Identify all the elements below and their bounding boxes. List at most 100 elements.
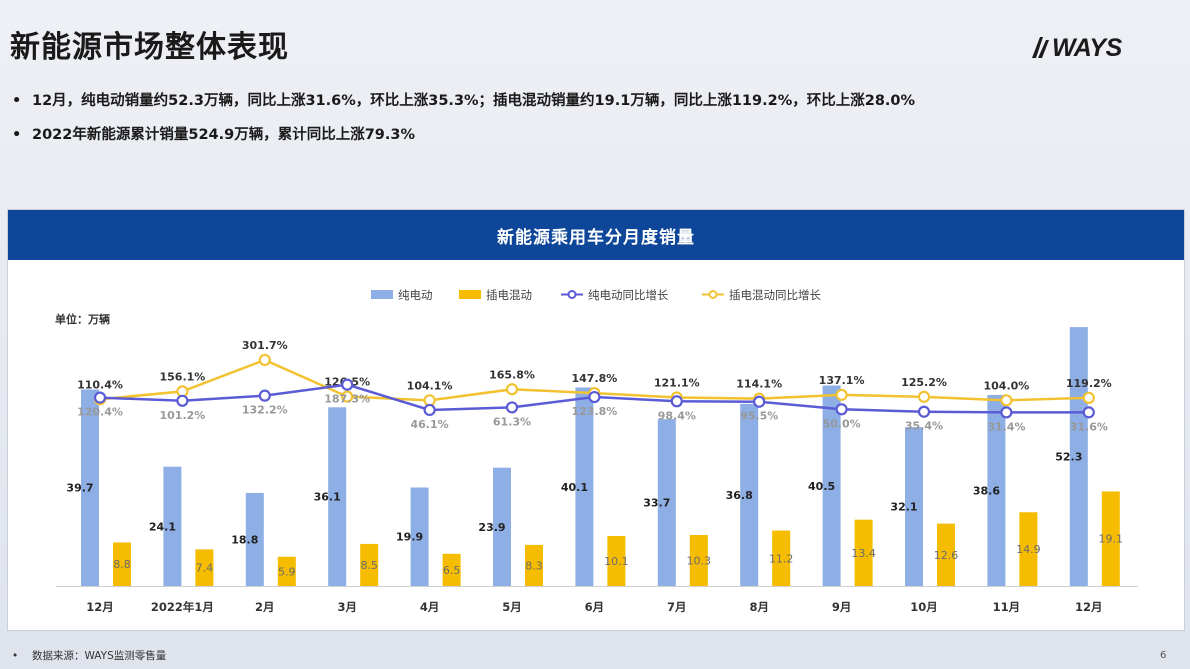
x-tick-label: 12月 xyxy=(86,600,114,614)
bev-growth-data-label: 61.3% xyxy=(493,415,531,428)
bev-growth-point xyxy=(1000,406,1013,419)
phev-growth-point xyxy=(341,390,354,403)
bev-growth-data-label: 50.0% xyxy=(823,417,861,430)
ways-logo: WAYS xyxy=(1028,30,1138,66)
bev-growth-data-label: 132.2% xyxy=(242,404,288,417)
phev-growth-point xyxy=(505,383,519,396)
phev-growth-data-label: 147.8% xyxy=(571,372,617,385)
phev-growth-point xyxy=(1000,394,1013,407)
phev-bar xyxy=(854,519,873,586)
bev-growth-data-label: 101.2% xyxy=(159,409,205,422)
chart-panel: 新能源乘用车分月度销量 单位：万辆 纯电动 插电混动 纯电动同比增长 插电混动同比增长 3… xyxy=(7,209,1185,631)
bev-growth-point xyxy=(753,395,766,408)
phev-growth-point xyxy=(917,390,931,403)
bev-growth-point xyxy=(423,403,436,417)
phev-bar xyxy=(360,543,379,586)
bev-growth-point xyxy=(505,401,519,414)
x-tick-label: 8月 xyxy=(749,600,769,614)
phev-growth-point xyxy=(423,394,436,407)
x-tick-label: 10月 xyxy=(910,600,938,614)
x-tick-label: 9月 xyxy=(832,600,852,614)
phev-growth-data-label: 301.7% xyxy=(242,339,288,352)
legend-marker xyxy=(567,290,577,299)
bev-bar xyxy=(740,403,759,586)
legend-marker xyxy=(708,290,718,299)
phev-data-label: 5.9 xyxy=(278,565,296,578)
phev-data-label: 19.1 xyxy=(1099,533,1124,546)
bev-data-label: 33.7 xyxy=(643,497,670,510)
bev-growth-data-label: 35.4% xyxy=(905,420,943,433)
bev-bar xyxy=(987,394,1006,586)
phev-data-label: 6.5 xyxy=(443,564,461,577)
monthly-sales-chart: 单位：万辆 纯电动 插电混动 纯电动同比增长 插电混动同比增长 39.7 8.8 12月 24.… xyxy=(55,288,1138,614)
ways-logo-icon xyxy=(1032,37,1049,58)
bev-data-label: 18.8 xyxy=(231,533,258,546)
bev-growth-point xyxy=(670,395,683,408)
bev-growth-point xyxy=(258,389,271,402)
summary-bullet: 2022年新能源累计销量524.9万辆，累计同比上涨79.3% xyxy=(12,118,915,152)
bev-data-label: 36.8 xyxy=(726,489,753,502)
bev-growth-data-label: 46.1% xyxy=(411,418,449,431)
unit-label: 单位：万辆 xyxy=(55,312,110,326)
phev-growth-data-label: 104.0% xyxy=(983,379,1029,392)
x-tick-label: 2022年1月 xyxy=(151,600,214,614)
bev-growth-data-label: 120.4% xyxy=(77,406,123,419)
phev-data-label: 8.5 xyxy=(360,559,378,572)
legend-entry: 插电混动同比增长 xyxy=(729,288,821,302)
phev-bar xyxy=(525,544,543,586)
phev-data-label: 8.3 xyxy=(525,559,543,572)
phev-data-label: 7.4 xyxy=(196,562,214,575)
bev-bar xyxy=(493,467,511,586)
bev-data-label: 40.5 xyxy=(808,480,835,493)
x-tick-label: 5月 xyxy=(502,600,522,614)
legend-swatch xyxy=(459,290,481,299)
phev-growth-data-label: 104.1% xyxy=(407,379,453,392)
phev-data-label: 13.4 xyxy=(851,547,876,560)
bev-data-label: 40.1 xyxy=(561,481,588,494)
phev-bar xyxy=(277,556,296,586)
summary-bullet: 12月，纯电动销量约52.3万辆，同比上涨31.6%，环比上涨35.3%；插电混… xyxy=(12,84,915,118)
phev-data-label: 11.2 xyxy=(769,552,794,565)
summary-bullets: 12月，纯电动销量约52.3万辆，同比上涨31.6%，环比上涨35.3%；插电混… xyxy=(12,84,915,152)
bev-growth-data-label: 31.4% xyxy=(987,420,1025,433)
legend-swatch xyxy=(371,290,393,299)
phev-bar xyxy=(607,536,626,586)
phev-bar xyxy=(442,553,461,586)
phev-growth-data-label: 110.4% xyxy=(77,378,123,391)
x-tick-label: 12月 xyxy=(1075,600,1103,614)
phev-bar xyxy=(689,535,708,586)
phev-growth-data-label: 156.1% xyxy=(159,370,205,383)
phev-bar xyxy=(113,542,131,586)
page-number: 6 xyxy=(1160,650,1167,661)
phev-data-label: 10.1 xyxy=(604,555,629,568)
bev-bar xyxy=(410,487,429,586)
phev-data-label: 8.8 xyxy=(113,558,131,571)
x-tick-label: 4月 xyxy=(420,600,440,614)
bev-growth-point xyxy=(835,403,848,416)
data-source: 数据来源：WAYS监测零售量 xyxy=(12,648,166,663)
bev-growth-point xyxy=(341,378,354,391)
bev-bar xyxy=(163,466,182,586)
bev-data-label: 32.1 xyxy=(890,501,917,514)
phev-data-label: 14.9 xyxy=(1016,543,1041,556)
bev-data-label: 24.1 xyxy=(149,520,176,533)
phev-growth-data-label: 137.1% xyxy=(819,374,865,387)
bev-growth-point xyxy=(176,394,189,407)
phev-bar xyxy=(772,530,791,586)
page-title: 新能源市场整体表现 xyxy=(10,30,289,65)
bev-bar xyxy=(328,407,347,586)
x-tick-label: 2月 xyxy=(255,600,275,614)
phev-growth-point xyxy=(835,388,848,401)
bev-data-label: 39.7 xyxy=(66,482,93,495)
bev-growth-data-label: 31.6% xyxy=(1070,420,1108,433)
bev-bar xyxy=(822,385,841,586)
phev-bar xyxy=(195,549,214,586)
bev-growth-data-label: 95.5% xyxy=(740,410,778,423)
bev-growth-point xyxy=(917,405,931,418)
bev-bar xyxy=(245,492,264,586)
logo-text: WAYS xyxy=(1052,33,1122,62)
bev-growth-point xyxy=(93,391,107,404)
phev-growth-data-label: 165.8% xyxy=(489,368,535,381)
bev-growth-data-label: 187.3% xyxy=(324,393,370,406)
legend-entry: 纯电动 xyxy=(398,288,433,302)
